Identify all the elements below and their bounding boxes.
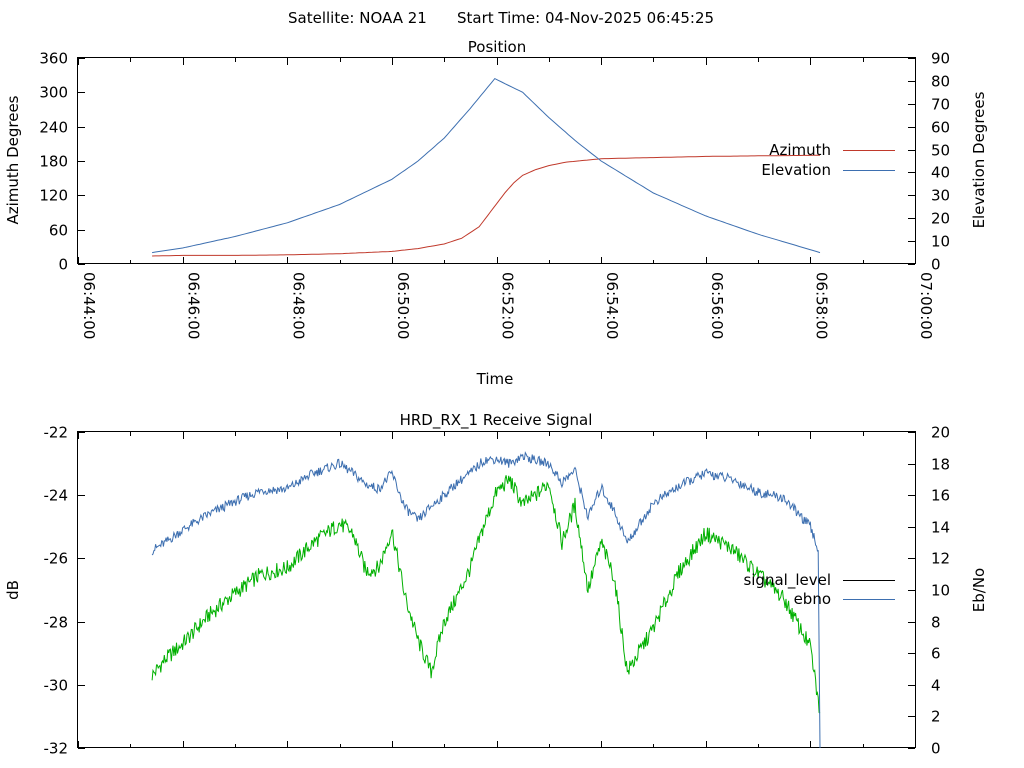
position-legend: Azimuth Elevation bbox=[761, 141, 895, 179]
y2-tick-label: 60 bbox=[931, 119, 950, 137]
y2-tick-label: 0 bbox=[931, 740, 941, 758]
y2-tick-label: 20 bbox=[931, 424, 950, 442]
y2-tick-label: 10 bbox=[931, 233, 950, 251]
x-tick-label: 06:58:00 bbox=[812, 272, 830, 339]
series-line-signal-level bbox=[151, 475, 821, 714]
x-tick-label: 06:48:00 bbox=[289, 272, 307, 339]
header-satellite: Satellite: NOAA 21 bbox=[288, 9, 427, 27]
x-tick-label: 06:52:00 bbox=[499, 272, 517, 339]
series-line-ebno bbox=[151, 451, 821, 749]
y2-tick-label: 30 bbox=[931, 187, 950, 205]
y-tick-label: 0 bbox=[58, 256, 68, 274]
y2-tick-label: 70 bbox=[931, 96, 950, 114]
y2-tick-label: 50 bbox=[931, 142, 950, 160]
y2-tick-label: 8 bbox=[931, 614, 941, 632]
y2-tick-label: 20 bbox=[931, 210, 950, 228]
y2-tick-label: 10 bbox=[931, 582, 950, 600]
series-line-elevation bbox=[152, 77, 821, 254]
y-tick-label: -24 bbox=[44, 487, 69, 505]
y-tick-label: 360 bbox=[39, 50, 68, 68]
y2-tick-label: 16 bbox=[931, 487, 950, 505]
y2-tick-label: 0 bbox=[931, 256, 941, 274]
position-x-label: Time bbox=[476, 370, 514, 388]
y-tick-label: -22 bbox=[44, 424, 69, 442]
signal-chart: HRD_RX_1 Receive Signal dB Eb/No -32-30-… bbox=[4, 411, 988, 758]
x-tick-label: 07:00:00 bbox=[917, 272, 935, 339]
signal-plot-frame bbox=[77, 431, 916, 748]
y2-tick-label: 40 bbox=[931, 164, 950, 182]
y-tick-label: 300 bbox=[39, 84, 68, 102]
position-y-label: Azimuth Degrees bbox=[4, 95, 22, 224]
y2-tick-label: 12 bbox=[931, 550, 950, 568]
x-tick-label: 06:56:00 bbox=[708, 272, 726, 339]
position-plot-frame bbox=[77, 57, 916, 264]
y-tick-label: -26 bbox=[44, 550, 69, 568]
signal-axis-ticks: -32 -30 -28 -26 -24 -22 0 2 4 6 8 10 12 14 16 18 20 bbox=[44, 424, 951, 758]
y2-tick-label: 6 bbox=[931, 645, 941, 663]
position-y2-label: Elevation Degrees bbox=[970, 91, 988, 228]
legend-label: Elevation bbox=[761, 161, 831, 179]
y-tick-label: -32 bbox=[44, 740, 69, 758]
x-tick-label: 06:44:00 bbox=[80, 272, 98, 339]
position-axis-ticks: 06:44:00 06:46:00 06:48:00 06:50:00 06:52:00… bbox=[39, 50, 950, 340]
y2-tick-label: 14 bbox=[931, 519, 950, 537]
y-tick-label: 120 bbox=[39, 187, 68, 205]
x-tick-label: 06:46:00 bbox=[185, 272, 203, 339]
signal-y-label: dB bbox=[4, 580, 22, 600]
y-tick-label: -28 bbox=[44, 614, 69, 632]
series-line-azimuth bbox=[152, 154, 820, 257]
y2-tick-label: 90 bbox=[931, 50, 950, 68]
y-tick-label: 180 bbox=[39, 153, 68, 171]
y2-tick-label: 2 bbox=[931, 708, 941, 726]
signal-y2-label: Eb/No bbox=[970, 568, 988, 612]
y-tick-label: 240 bbox=[39, 119, 68, 137]
y-tick-label: -30 bbox=[44, 677, 69, 695]
y-tick-label: 60 bbox=[49, 222, 68, 240]
x-tick-label: 06:54:00 bbox=[603, 272, 621, 339]
position-chart: Position Azimuth Degrees Elevation Degre… bbox=[4, 38, 988, 388]
legend-label: ebno bbox=[794, 590, 831, 608]
position-chart-title: Position bbox=[468, 38, 526, 56]
y2-tick-label: 4 bbox=[931, 677, 941, 695]
legend-label: Azimuth bbox=[769, 141, 831, 159]
x-tick-label: 06:50:00 bbox=[394, 272, 412, 339]
signal-chart-title: HRD_RX_1 Receive Signal bbox=[400, 411, 593, 430]
legend-label: signal_level bbox=[743, 571, 831, 590]
header-start-time: Start Time: 04-Nov-2025 06:45:25 bbox=[457, 9, 714, 27]
signal-series bbox=[151, 451, 821, 749]
y2-tick-label: 18 bbox=[931, 456, 950, 474]
y2-tick-label: 80 bbox=[931, 73, 950, 91]
position-series bbox=[152, 77, 821, 257]
